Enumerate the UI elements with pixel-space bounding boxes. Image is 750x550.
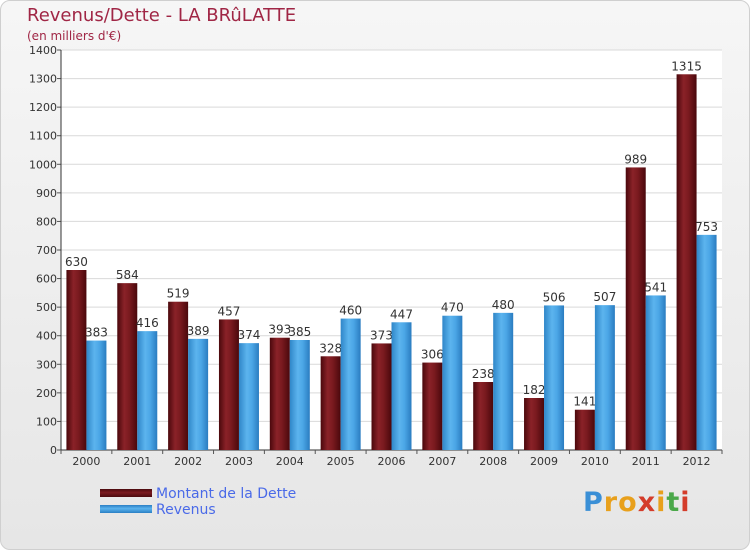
x-tick-label: 2001 <box>123 455 151 468</box>
bar-revenus <box>188 338 209 450</box>
bar-revenus <box>645 295 666 450</box>
x-tick-label: 2002 <box>174 455 202 468</box>
bar-dette <box>676 74 697 451</box>
data-label: 753 <box>695 220 718 234</box>
x-tick-label: 2004 <box>276 455 304 468</box>
proxiti-logo: Proxiti <box>583 487 691 518</box>
bar-revenus <box>696 234 717 450</box>
logo-letter: P <box>583 487 604 518</box>
legend-swatch-dette <box>100 489 152 497</box>
x-tick-label: 2009 <box>530 455 558 468</box>
data-label: 141 <box>573 395 596 409</box>
y-tick-label: 800 <box>36 215 57 228</box>
data-label: 393 <box>268 323 291 337</box>
logo-letter: r <box>603 487 619 518</box>
data-label: 506 <box>543 290 566 304</box>
x-tick-label: 2006 <box>378 455 406 468</box>
data-label: 374 <box>238 328 261 342</box>
bar-dette <box>269 337 290 450</box>
logo-letter: i <box>680 487 691 518</box>
bar-revenus <box>137 331 158 450</box>
data-label: 373 <box>370 328 393 342</box>
y-tick-label: 400 <box>36 330 57 343</box>
bar-revenus <box>544 305 565 450</box>
x-tick-label: 2011 <box>632 455 660 468</box>
y-tick-label: 1100 <box>29 130 57 143</box>
legend-label-revenus: Revenus <box>156 502 216 518</box>
data-label: 541 <box>644 280 667 294</box>
data-label: 460 <box>339 304 362 318</box>
x-tick-label: 2000 <box>72 455 100 468</box>
data-label: 989 <box>624 152 647 166</box>
y-tick-label: 1200 <box>29 101 57 114</box>
x-tick-label: 2008 <box>479 455 507 468</box>
bar-dette <box>422 362 443 450</box>
x-tick-label: 2007 <box>428 455 456 468</box>
data-label: 182 <box>523 383 546 397</box>
data-label: 328 <box>319 341 342 355</box>
bar-revenus <box>340 318 361 450</box>
logo-letter: i <box>656 487 667 518</box>
bar-dette <box>371 343 392 450</box>
data-label: 457 <box>218 304 241 318</box>
chart-subtitle: (en milliers d'€) <box>27 29 122 43</box>
chart-title: Revenus/Dette - LA BRûLATTE <box>27 5 297 26</box>
bar-revenus <box>493 312 514 450</box>
y-tick-label: 200 <box>36 387 57 400</box>
data-label: 447 <box>390 307 413 321</box>
data-label: 480 <box>492 298 515 312</box>
bar-revenus <box>289 340 310 450</box>
logo-letter: t <box>666 487 681 518</box>
y-tick-label: 500 <box>36 301 57 314</box>
data-label: 630 <box>65 255 88 269</box>
data-label: 306 <box>421 348 444 362</box>
y-tick-label: 1300 <box>29 73 57 86</box>
bar-revenus <box>86 340 107 450</box>
legend-swatch-revenus <box>100 505 152 513</box>
data-label: 584 <box>116 268 139 282</box>
bar-dette <box>168 301 189 450</box>
data-label: 1315 <box>671 59 702 73</box>
bar-revenus <box>442 315 463 450</box>
x-tick-label: 2005 <box>327 455 355 468</box>
legend-label-dette: Montant de la Dette <box>156 486 297 502</box>
bar-revenus <box>238 343 259 450</box>
data-label: 383 <box>85 326 108 340</box>
x-tick-label: 2012 <box>683 455 711 468</box>
bar-dette <box>117 283 138 450</box>
x-tick-label: 2010 <box>581 455 609 468</box>
y-tick-label: 100 <box>36 415 57 428</box>
bar-dette <box>625 167 646 450</box>
x-tick-label: 2003 <box>225 455 253 468</box>
y-tick-label: 0 <box>50 444 57 457</box>
y-tick-label: 700 <box>36 244 57 257</box>
y-tick-label: 300 <box>36 358 57 371</box>
bar-dette <box>320 356 341 450</box>
bar-dette <box>524 398 545 450</box>
bar-revenus <box>594 305 615 450</box>
y-tick-label: 900 <box>36 187 57 200</box>
data-label: 389 <box>187 324 210 338</box>
data-label: 507 <box>593 290 616 304</box>
bar-dette <box>574 409 595 450</box>
data-label: 519 <box>167 287 190 301</box>
y-tick-label: 1400 <box>29 44 57 57</box>
bar-dette <box>473 382 494 450</box>
data-label: 416 <box>136 316 159 330</box>
bar-revenus <box>391 322 412 450</box>
logo-letter: x <box>637 487 657 518</box>
data-label: 470 <box>441 301 464 315</box>
bar-dette <box>218 319 239 450</box>
logo-letter: o <box>618 487 638 518</box>
y-tick-label: 600 <box>36 273 57 286</box>
y-tick-label: 1000 <box>29 158 57 171</box>
data-label: 238 <box>472 367 495 381</box>
data-label: 385 <box>288 325 311 339</box>
bar-dette <box>66 270 87 450</box>
